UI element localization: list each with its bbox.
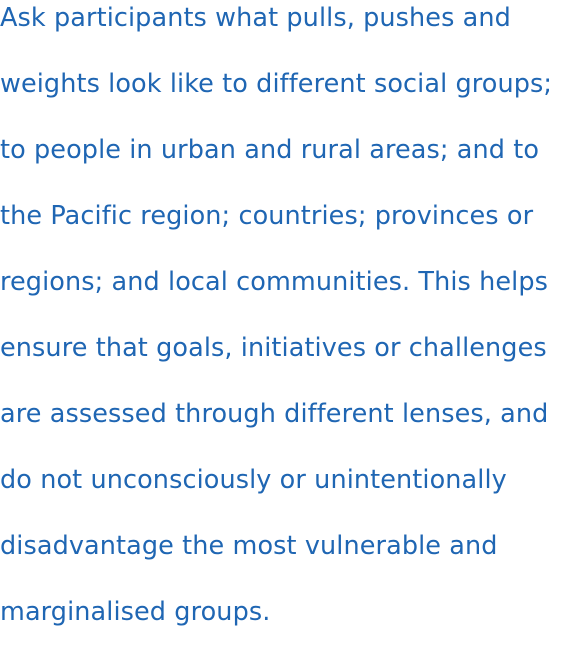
paragraph-line: disadvantage the most vulnerable and: [0, 531, 498, 561]
paragraph-line: regions; and local communities. This hel…: [0, 267, 549, 297]
paragraph-line: do not unconsciously or unintentionally: [0, 465, 507, 495]
paragraph-line: marginalised groups.: [0, 597, 271, 627]
paragraph-line: the Pacific region; countries; provinces…: [0, 201, 534, 231]
paragraph-line: to people in urban and rural areas; and …: [0, 135, 540, 165]
paragraph-line: weights look like to different social gr…: [0, 69, 553, 99]
paragraph-line: are assessed through different lenses, a…: [0, 399, 549, 429]
paragraph-line: ensure that goals, initiatives or challe…: [0, 333, 547, 363]
paragraph-line: Ask participants what pulls, pushes and: [0, 3, 511, 33]
